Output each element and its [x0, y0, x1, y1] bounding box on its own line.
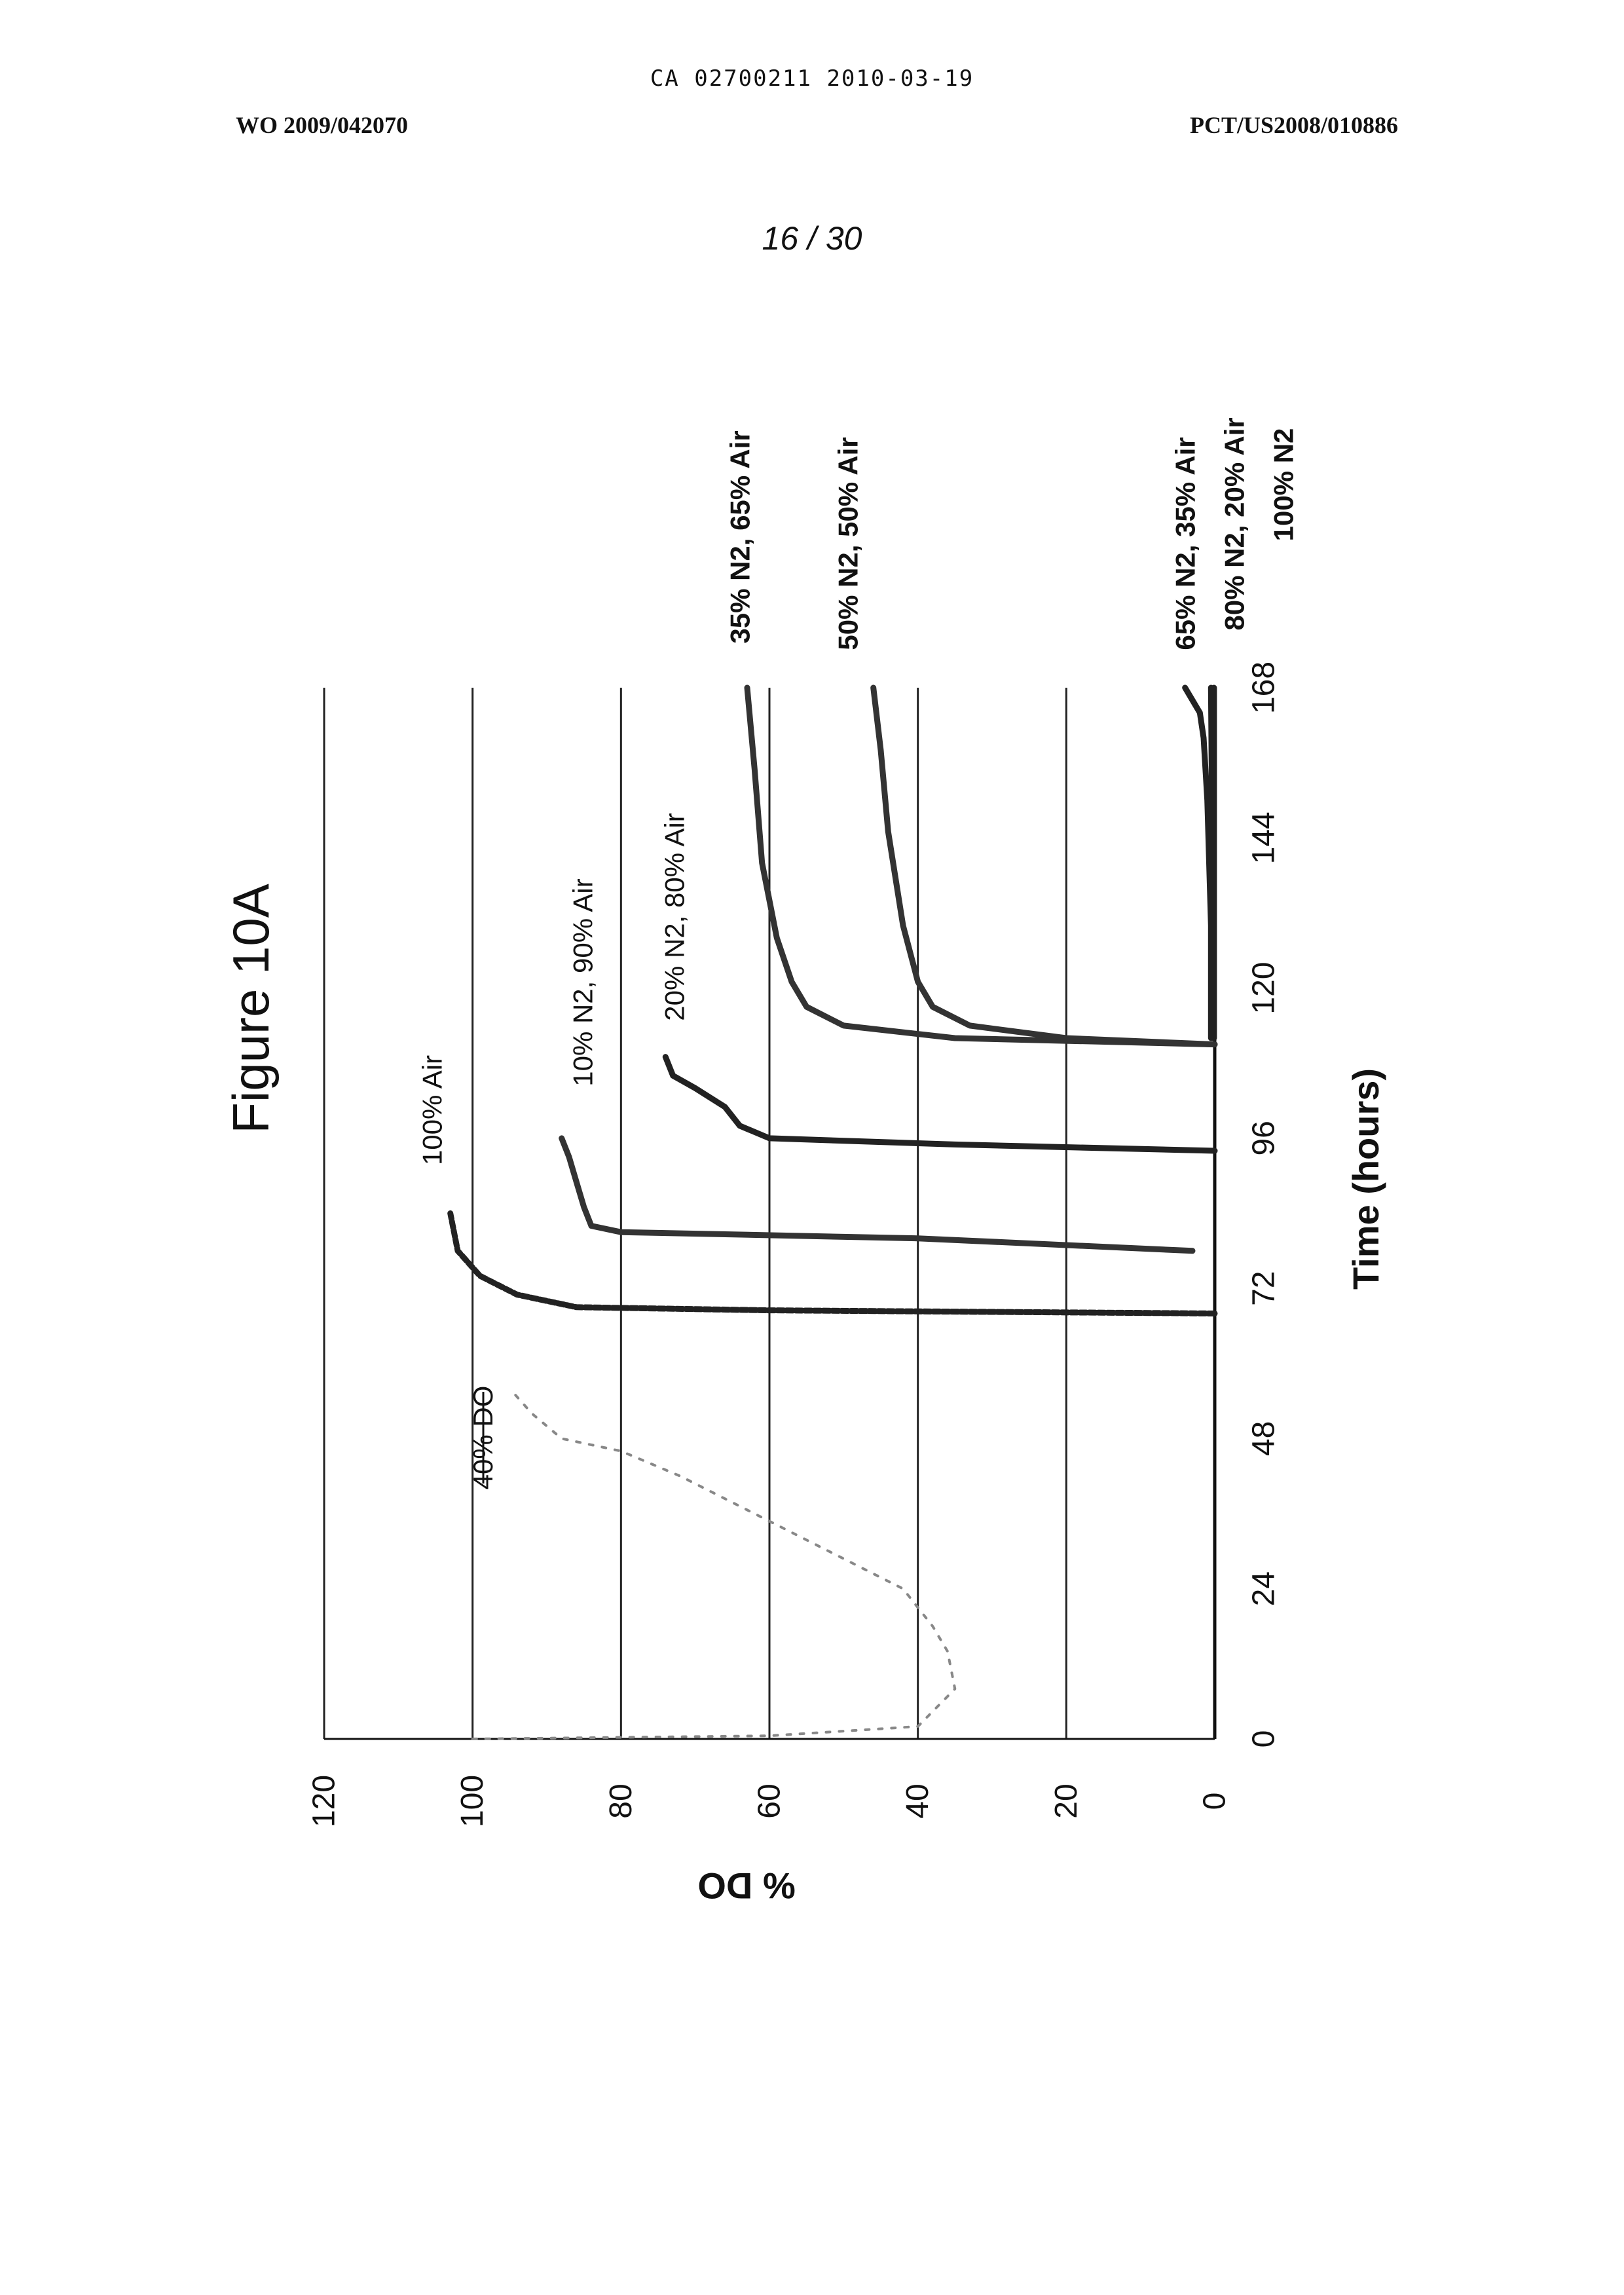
series-line-1: [451, 1214, 1215, 1314]
series-line-4: [747, 688, 1215, 1045]
x-tick-label: 72: [1247, 1271, 1282, 1305]
y-tick-label: 40: [900, 1783, 935, 1818]
series-line-3: [665, 1057, 1215, 1151]
series-label-6: 65% N2, 35% Air: [1170, 437, 1201, 650]
series-line-6: [1185, 688, 1211, 1038]
x-tick-label: 120: [1247, 962, 1282, 1015]
y-tick-label: 0: [1198, 1793, 1232, 1810]
x-tick-label: 48: [1247, 1421, 1282, 1456]
y-axis-title: % DO: [697, 1865, 795, 1907]
y-tick-label: 60: [752, 1783, 787, 1818]
y-tick-label: 100: [455, 1775, 490, 1827]
series-label-2: 10% N2, 90% Air: [568, 878, 599, 1087]
chart-title: Figure 10A: [222, 884, 280, 1134]
x-tick-label: 0: [1247, 1730, 1282, 1748]
series-label-8: 100% N2: [1268, 428, 1299, 542]
series-label-5: 50% N2, 50% Air: [833, 437, 864, 650]
series-line-9: [473, 1389, 955, 1739]
y-tick-label: 80: [604, 1783, 638, 1818]
x-tick-label: 168: [1247, 662, 1282, 714]
series-label-4: 35% N2, 65% Air: [725, 430, 756, 643]
series-label-3: 20% N2, 80% Air: [659, 813, 690, 1021]
series-line-2: [562, 1138, 1192, 1251]
data-series: 100% Air 10% N2, 90% Air 20% N2, 80% Air 35…: [417, 417, 1299, 1739]
x-tick-label: 96: [1247, 1121, 1282, 1155]
x-tick-label: 24: [1247, 1571, 1282, 1606]
x-axis-title: Time (hours): [1345, 1068, 1386, 1290]
series-label-1: 100% Air: [417, 1055, 448, 1165]
series-line-5: [874, 688, 1215, 1045]
x-tick-label: 144: [1247, 812, 1282, 864]
y-tick-label: 20: [1049, 1783, 1084, 1818]
tick-labels: 0 20 40 60 80 100 120 0 24 48 72 96 120 144 168: [307, 662, 1282, 1827]
y-tick-label: 120: [307, 1775, 342, 1827]
series-label-7: 80% N2, 20% Air: [1219, 417, 1250, 630]
grid-lines: [324, 688, 1066, 1739]
